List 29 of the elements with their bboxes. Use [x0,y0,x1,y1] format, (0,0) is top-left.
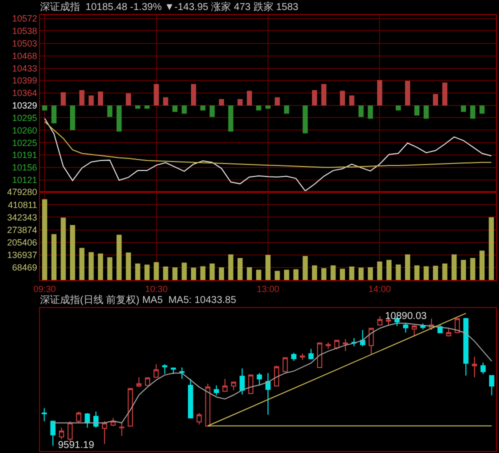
y-tick-label: 10191 [12,150,38,160]
y-tick-label: 342343 [7,212,38,222]
y-tick-label: 10572 [12,14,38,24]
y-tick-label: 10260 [12,125,38,136]
y-tick-label: 10329 [12,100,38,111]
x-tick-label: 14:00 [368,284,391,294]
y-tick-label: 136937 [7,250,38,260]
y-tick-label: 10433 [12,63,38,74]
y-tick-label: 410811 [8,200,38,210]
x-tick-label: 10:30 [145,284,168,294]
chart-title: 深证成指(日线 前复权) MA5 MA5: 10433.85 [40,294,237,306]
y-tick-label: 10156 [12,162,38,172]
chart-title: 深证成指 10185.48 -1.39% ▼-143.95 涨家 473 跌家 1583 [40,1,299,13]
y-tick-label: 10399 [12,76,38,86]
x-tick-label: 13:00 [256,284,280,294]
y-tick-label: 10503 [12,38,38,48]
y-tick-label: 479280 [7,187,38,198]
y-tick-label: 10295 [12,112,38,123]
y-tick-label: 273874 [7,224,38,235]
y-tick-label: 10121 [12,175,38,186]
y-tick-label: 205406 [7,237,38,248]
y-tick-label: 10468 [12,50,38,61]
y-tick-label: 10225 [12,138,38,148]
y-tick-label: 68469 [12,262,38,273]
y-tick-label: 10538 [12,26,38,36]
x-tick-label: 09:30 [33,284,56,294]
annotation: 10890.03 [385,311,428,322]
annotation: 9591.19 [58,440,95,451]
y-tick-label: 10364 [12,88,38,98]
